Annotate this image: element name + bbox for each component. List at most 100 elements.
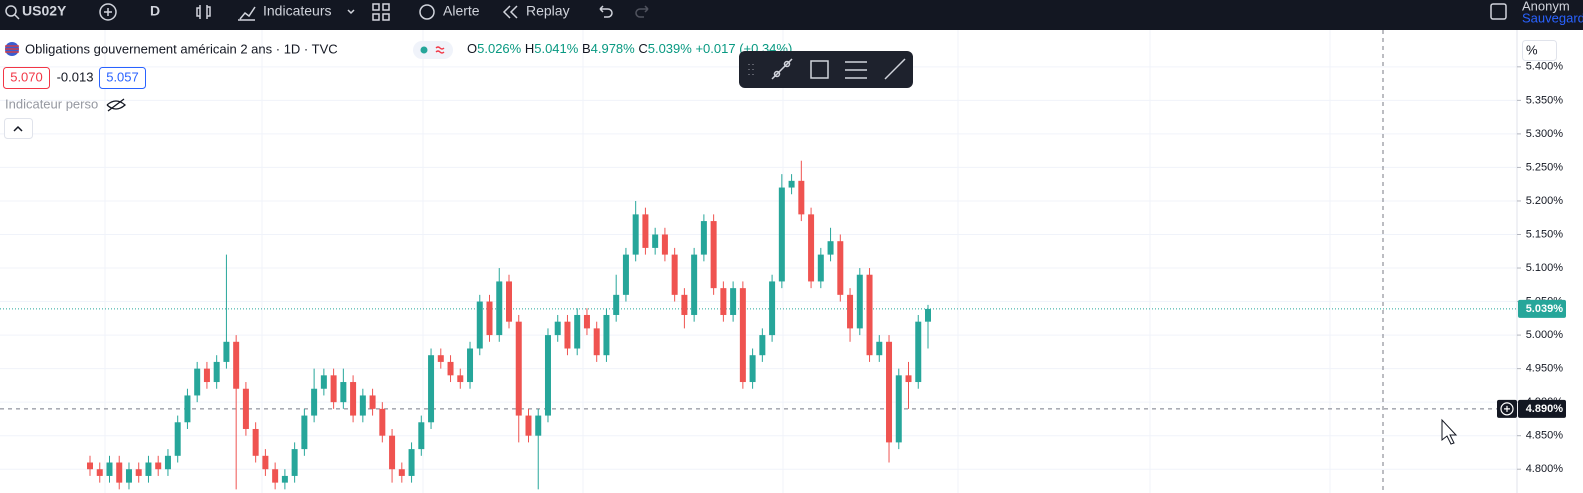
- mouse-cursor: [1441, 418, 1458, 445]
- candle-body: [652, 234, 659, 248]
- candle-body: [281, 475, 288, 483]
- candle-body: [798, 180, 805, 215]
- ohlc-value: 5.039%: [648, 41, 693, 56]
- market-open-dot: [420, 46, 428, 54]
- hide-indicator[interactable]: [106, 98, 126, 112]
- layouts[interactable]: [372, 3, 390, 21]
- grid: [0, 30, 1517, 493]
- price-labels: 5.039% 4.890%: [1497, 299, 1566, 418]
- candle-body: [272, 469, 279, 483]
- candle-body: [730, 288, 737, 315]
- candle-body: [135, 469, 142, 476]
- unit-label[interactable]: %: [1526, 42, 1538, 57]
- candle-body: [603, 314, 610, 356]
- fullscreen[interactable]: [1490, 3, 1507, 20]
- rectangle-tool[interactable]: [810, 60, 829, 79]
- candle-body: [145, 462, 152, 476]
- candle-body: [398, 469, 405, 476]
- candle-body: [720, 288, 727, 315]
- candle-body: [886, 341, 893, 443]
- candle-body: [203, 368, 210, 383]
- buy-button[interactable]: [99, 67, 146, 89]
- candle-body: [457, 375, 464, 383]
- candle-body: [847, 294, 854, 329]
- search-icon: [14, 14, 20, 20]
- candle-body: [252, 428, 259, 456]
- candle-body: [184, 395, 191, 423]
- candle-body: [311, 388, 318, 416]
- chart-type[interactable]: [196, 5, 211, 19]
- candle-body: [496, 281, 503, 336]
- trend-line-tool: [783, 60, 791, 68]
- candle-body: [330, 375, 337, 403]
- user-name[interactable]: Anonym: [1522, 0, 1570, 13]
- candle-body: [291, 449, 298, 476]
- crosshair-tag: [1518, 399, 1566, 418]
- drawing-toolbar: [739, 51, 913, 88]
- candle-body: [320, 375, 327, 389]
- y-tick-label: 4.950%: [1526, 363, 1564, 375]
- candle-body: [116, 462, 123, 483]
- candle-body: [613, 294, 620, 315]
- line-tool[interactable]: [884, 58, 906, 80]
- indicators[interactable]: Indicateurs: [263, 3, 331, 19]
- candle-body: [691, 254, 698, 315]
- candle-body: [583, 314, 590, 329]
- alert-icon[interactable]: [419, 4, 435, 20]
- candle-body: [262, 455, 269, 470]
- parallel-tool[interactable]: [845, 61, 867, 79]
- candle-body: [87, 462, 93, 470]
- undo[interactable]: [599, 5, 613, 18]
- crosshair-label: 4.890%: [1526, 403, 1564, 415]
- drag-handle[interactable]: [748, 64, 754, 75]
- alert[interactable]: Alerte: [443, 3, 480, 19]
- sell-price[interactable]: 5.070: [10, 69, 43, 84]
- candle-body: [359, 395, 366, 416]
- delayed-icon: [435, 46, 445, 54]
- ohlc-label: O: [467, 41, 477, 56]
- y-tick-label: 5.100%: [1526, 262, 1564, 274]
- save-status: Sauvegard: [1522, 10, 1583, 25]
- candle-body: [759, 335, 766, 356]
- interval[interactable]: D: [150, 3, 160, 19]
- market-status[interactable]: [413, 41, 453, 59]
- candle-body: [125, 469, 132, 483]
- candle-body: [905, 375, 912, 383]
- add-symbol: [104, 8, 112, 16]
- candle-body: [681, 294, 688, 315]
- add-alert-icon: [1500, 402, 1514, 416]
- candle-body: [223, 341, 230, 362]
- candle-body: [428, 355, 435, 423]
- candle-body: [408, 449, 415, 476]
- dropdown[interactable]: [347, 9, 355, 15]
- last-price-label: 5.039%: [1526, 303, 1564, 315]
- spread: -0.013: [57, 69, 94, 84]
- symbol-title: Obligations gouvernement américain 2 ans…: [25, 41, 338, 56]
- trend-line-tool: [773, 70, 781, 78]
- candle-body: [544, 335, 551, 416]
- candle-body: [739, 288, 746, 383]
- symbol[interactable]: US02Y: [22, 3, 67, 19]
- candle-body: [564, 321, 571, 349]
- indicators-icon[interactable]: [238, 6, 256, 21]
- sell-button[interactable]: [3, 67, 50, 89]
- candles: [87, 160, 931, 490]
- candle-body: [837, 241, 844, 295]
- replay[interactable]: Replay: [526, 3, 570, 19]
- candle-body: [535, 415, 542, 436]
- ohlc-values: O5.026% H5.041% B4.978% C5.039% +0.017 (…: [467, 41, 792, 56]
- candle-body: [915, 321, 922, 383]
- redo[interactable]: [635, 5, 649, 18]
- candle-body: [622, 254, 629, 295]
- candle-body: [866, 274, 873, 356]
- candle-body: [671, 254, 678, 295]
- candle-body: [506, 281, 512, 322]
- candle-body: [476, 301, 483, 349]
- add-symbol[interactable]: [99, 3, 117, 21]
- buy-price[interactable]: 5.057: [106, 69, 139, 84]
- candle-body: [808, 214, 815, 282]
- replay-icon[interactable]: [502, 5, 518, 19]
- unit-button[interactable]: [1522, 40, 1557, 61]
- search-icon[interactable]: [5, 5, 17, 17]
- candle-body: [642, 214, 649, 248]
